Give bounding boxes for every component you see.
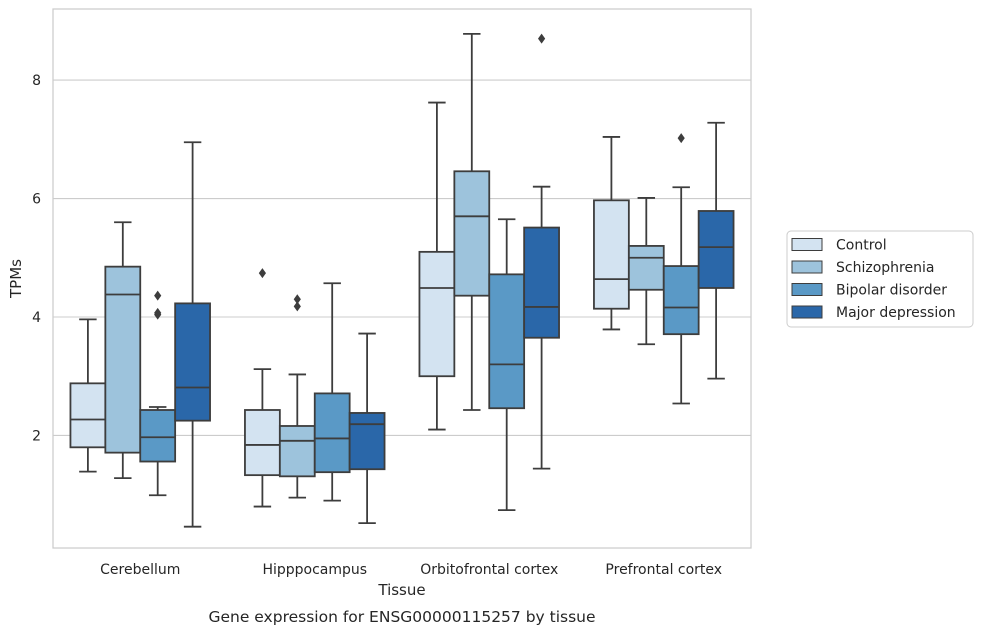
box-bipolar-disorder — [313, 282, 351, 502]
box-iqr — [174, 302, 211, 422]
box-iqr — [313, 392, 351, 474]
box-iqr — [488, 273, 526, 410]
legend: Control Schizophrenia Bipolar disorder Majo… — [786, 230, 974, 328]
legend-swatch — [791, 238, 823, 251]
box-schizophrenia — [453, 32, 491, 411]
box-control — [418, 101, 456, 431]
box-iqr — [278, 425, 316, 478]
outlier-point — [258, 268, 266, 279]
outlier-point — [293, 294, 301, 305]
outlier-point — [538, 33, 546, 44]
box-major-depression — [523, 33, 560, 470]
legend-swatch — [791, 283, 823, 296]
outlier-point — [677, 133, 685, 144]
box-iqr — [453, 170, 491, 297]
outlier-point — [154, 307, 162, 318]
box-schizophrenia — [104, 221, 142, 480]
box-iqr — [627, 245, 665, 291]
x-tick-label: Cerebellum — [100, 562, 180, 578]
box-iqr — [104, 265, 142, 454]
box-iqr — [69, 382, 107, 449]
x-tick-label: Orbitofrontal cortex — [420, 562, 558, 578]
x-tick-label: Hipppocampus — [262, 562, 367, 578]
legend-label: Schizophrenia — [836, 260, 934, 276]
box-bipolar-disorder — [488, 218, 526, 511]
y-tick-label: 8 — [32, 73, 41, 89]
x-tick-label: Prefrontal cortex — [605, 562, 722, 578]
box-iqr — [244, 409, 281, 477]
x-axis-label: Tissue — [377, 581, 425, 599]
box-iqr — [523, 226, 560, 339]
box-control — [69, 318, 107, 473]
box-bipolar-disorder — [139, 290, 177, 497]
box-schizophrenia — [278, 294, 316, 499]
box-iqr — [593, 199, 630, 310]
legend-frame — [786, 230, 974, 328]
y-tick-label: 6 — [32, 192, 41, 208]
plot-frame — [52, 8, 752, 549]
box-iqr — [697, 210, 735, 289]
outlier-point — [154, 290, 162, 301]
box-bipolar-disorder — [662, 133, 700, 405]
y-tick-label: 4 — [32, 310, 41, 326]
box-major-depression — [174, 141, 211, 528]
box-iqr — [662, 265, 700, 336]
box-iqr — [418, 250, 456, 378]
y-tick-label: 2 — [32, 428, 41, 444]
chart-caption: Gene expression for ENSG00000115257 by t… — [208, 608, 595, 626]
box-plots — [69, 32, 735, 528]
box-major-depression — [348, 332, 386, 525]
box-control — [244, 268, 281, 508]
outlier-point — [293, 301, 301, 312]
grid-lines — [53, 79, 751, 437]
y-axis-label: TPMs — [7, 259, 25, 299]
legend-label: Control — [836, 238, 887, 254]
legend-label: Bipolar disorder — [836, 283, 947, 299]
legend-label: Major depression — [836, 305, 956, 321]
box-control — [593, 136, 630, 331]
box-schizophrenia — [627, 197, 665, 346]
legend-swatch — [791, 260, 823, 274]
box-major-depression — [697, 121, 735, 380]
box-iqr — [139, 409, 177, 463]
tick-labels: 2 4 6 8 Cerebellum Hipppocampus Orbitofrontal … — [32, 73, 722, 578]
box-iqr — [348, 412, 386, 471]
legend-swatch — [791, 305, 823, 319]
